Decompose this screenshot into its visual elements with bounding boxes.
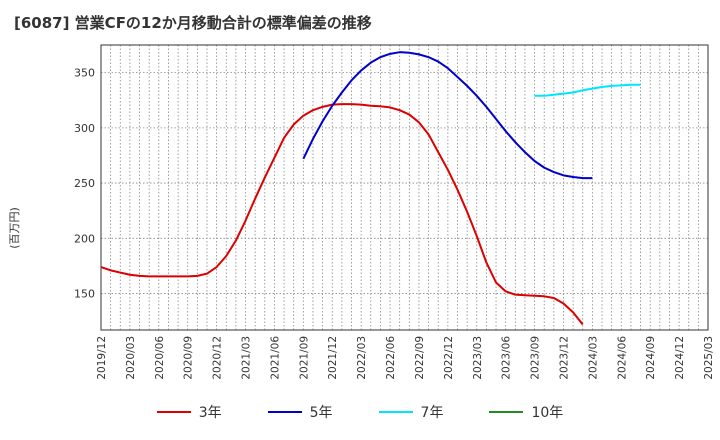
legend-item: 5年 bbox=[267, 402, 333, 422]
plot-frame bbox=[100, 44, 709, 331]
grid-lines bbox=[101, 45, 708, 330]
x-tick-label: 2021/03 bbox=[241, 336, 253, 380]
y-tick-label: 300 bbox=[74, 122, 95, 135]
y-tick-label: 150 bbox=[74, 288, 95, 301]
x-tick-label: 2023/12 bbox=[558, 336, 570, 380]
x-tick-label: 2022/03 bbox=[356, 336, 368, 380]
series-lines bbox=[100, 51, 641, 326]
x-tick-label: 2024/03 bbox=[587, 336, 599, 380]
x-tick-label: 2020/03 bbox=[125, 336, 137, 380]
x-tick-label: 2020/06 bbox=[154, 336, 166, 380]
legend: 3年 5年 7年 10年 bbox=[0, 402, 720, 422]
legend-swatch bbox=[489, 411, 524, 413]
x-tick-label: 2024/09 bbox=[645, 336, 657, 380]
y-tick-labels: 150 200 250 300 350 bbox=[74, 67, 95, 301]
legend-label: 7年 bbox=[420, 405, 444, 421]
legend-label: 3年 bbox=[198, 405, 222, 421]
x-tick-label: 2024/12 bbox=[674, 336, 686, 380]
x-tick-label: 2021/06 bbox=[269, 336, 281, 380]
x-tick-label: 2021/12 bbox=[327, 336, 339, 380]
x-tick-labels: 2019/12 2020/03 2020/06 2020/09 2020/12 2021/… bbox=[96, 336, 715, 380]
x-tick-label: 2019/12 bbox=[96, 336, 108, 380]
x-tick-label: 2020/09 bbox=[183, 336, 195, 380]
series-line-5年 bbox=[302, 51, 593, 180]
series-line-3年 bbox=[100, 103, 584, 326]
legend-swatch bbox=[267, 411, 302, 413]
legend-item: 10年 bbox=[489, 402, 563, 422]
y-tick-label: 250 bbox=[74, 177, 95, 190]
legend-swatch bbox=[156, 411, 191, 413]
x-tick-label: 2024/06 bbox=[616, 336, 628, 380]
legend-label: 10年 bbox=[531, 405, 564, 421]
x-tick-label: 2023/09 bbox=[530, 336, 542, 380]
x-tick-label: 2021/09 bbox=[298, 336, 310, 380]
x-tick-label: 2022/12 bbox=[443, 336, 455, 380]
legend-item: 7年 bbox=[378, 402, 444, 422]
y-tick-label: 200 bbox=[74, 232, 95, 245]
series-line-7年 bbox=[534, 83, 641, 97]
x-tick-label: 2022/09 bbox=[414, 336, 426, 380]
chart-title: [6087] 営業CFの12か月移動合計の標準偏差の推移 bbox=[14, 14, 372, 32]
x-tick-label: 2022/06 bbox=[385, 336, 397, 380]
legend-swatch bbox=[378, 411, 413, 413]
y-tick-label: 350 bbox=[74, 67, 95, 80]
x-tick-label: 2023/03 bbox=[472, 336, 484, 380]
x-tick-label: 2023/06 bbox=[501, 336, 513, 380]
legend-item: 3年 bbox=[156, 402, 222, 422]
x-tick-label: 2020/12 bbox=[212, 336, 224, 380]
legend-label: 5年 bbox=[309, 405, 333, 421]
x-tick-label: 2025/03 bbox=[703, 336, 715, 380]
